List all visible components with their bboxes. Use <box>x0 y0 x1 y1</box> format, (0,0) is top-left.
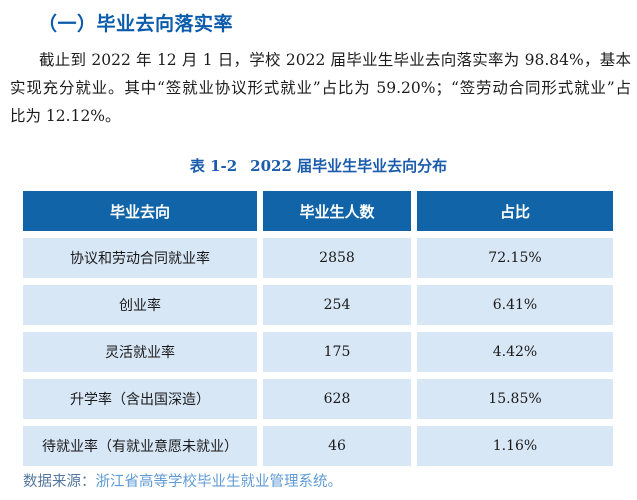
table-caption-number: 表 1-2 <box>189 157 238 175</box>
table-row-percent: 1.16% <box>417 426 613 466</box>
table-row-count: 2858 <box>263 238 411 278</box>
body-paragraph: 截止到 2022 年 12 月 1 日，学校 2022 届毕业生毕业去向落实率为… <box>10 46 631 130</box>
table-header-percent: 占比 <box>417 191 613 231</box>
data-source-label: 数据来源： <box>23 474 96 490</box>
table-row-category: 创业率 <box>23 285 257 325</box>
table-row-percent: 72.15% <box>417 238 613 278</box>
table-caption: 表 1-2 2022 届毕业生毕业去向分布 <box>0 155 637 176</box>
table-header-destination: 毕业去向 <box>23 191 257 231</box>
table-row-category: 协议和劳动合同就业率 <box>23 238 257 278</box>
table-row-category: 灵活就业率 <box>23 332 257 372</box>
table-row-count: 46 <box>263 426 411 466</box>
table-row-category: 升学率（含出国深造） <box>23 379 257 419</box>
paragraph-line-2: 实现充分就业。其中“签就业协议形式就业”占比为 59.20%；“签劳动合同形式就… <box>10 79 631 97</box>
graduation-destination-table: 毕业去向 毕业生人数 占比 协议和劳动合同就业率 2858 72.15% 创业率… <box>23 191 613 466</box>
table-row-percent: 4.42% <box>417 332 613 372</box>
table-caption-title: 2022 届毕业生毕业去向分布 <box>250 157 448 175</box>
data-source-text: 浙江省高等学校毕业生就业管理系统。 <box>95 474 343 490</box>
paragraph-line-3: 比为 12.12%。 <box>10 107 121 125</box>
table-row-category: 待就业率（有就业意愿未就业） <box>23 426 257 466</box>
table-row-percent: 6.41% <box>417 285 613 325</box>
table-row-count: 254 <box>263 285 411 325</box>
table-row-count: 175 <box>263 332 411 372</box>
table-row-count: 628 <box>263 379 411 419</box>
table-row-percent: 15.85% <box>417 379 613 419</box>
section-heading: （一）毕业去向落实率 <box>38 13 234 35</box>
paragraph-line-1: 截止到 2022 年 12 月 1 日，学校 2022 届毕业生毕业去向落实率为… <box>39 51 631 69</box>
data-source-note: 数据来源：浙江省高等学校毕业生就业管理系统。 <box>23 470 342 491</box>
table-header-count: 毕业生人数 <box>263 191 411 231</box>
